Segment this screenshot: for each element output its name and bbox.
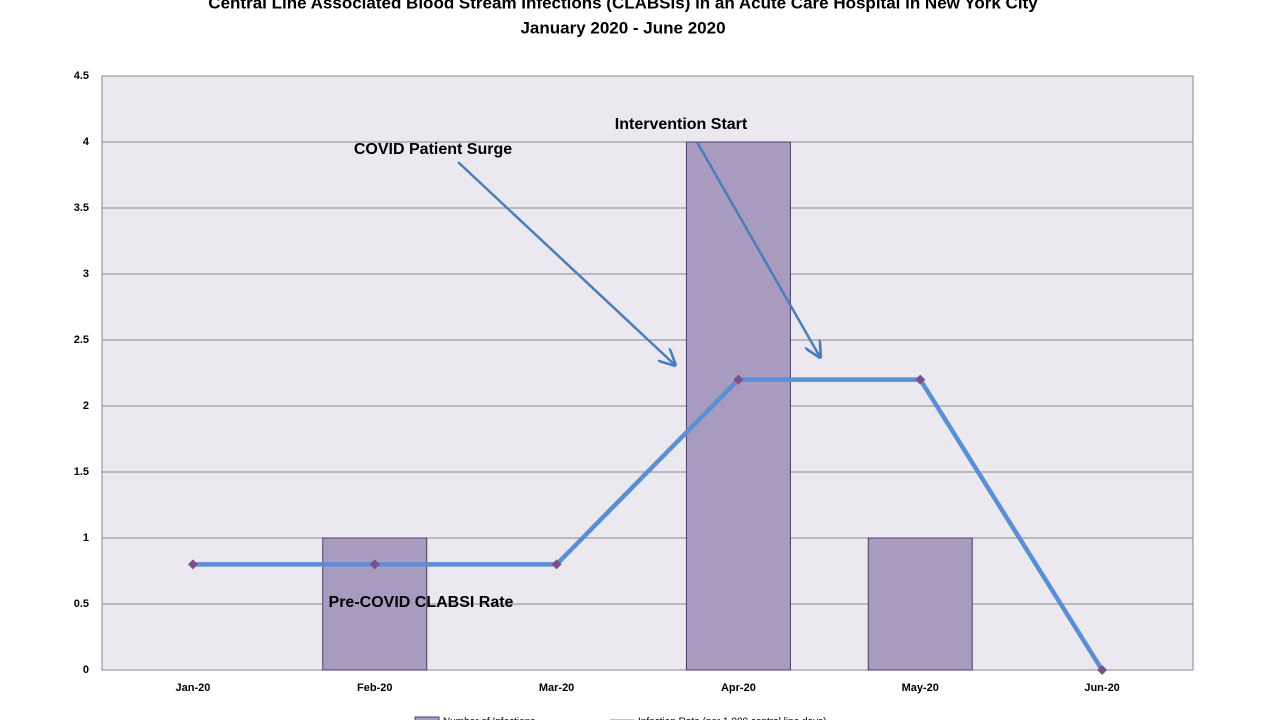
annotation: COVID Patient Surge — [354, 141, 512, 158]
marker — [733, 374, 744, 385]
marker — [187, 559, 198, 570]
y-tick-label: 3 — [83, 268, 89, 280]
x-tick-label: Feb-20 — [357, 682, 392, 694]
y-tick-label: 3.5 — [74, 202, 89, 214]
marker — [369, 559, 380, 570]
legend-label: Number of Infections — [443, 717, 535, 720]
plot-area — [101, 75, 1194, 671]
y-tick-label: 0 — [83, 664, 89, 676]
bar — [685, 141, 791, 671]
chart-subtitle: January 2020 - June 2020 — [520, 18, 725, 37]
y-tick-label: 2.5 — [74, 334, 89, 346]
y-tick-label: 4.5 — [74, 70, 89, 82]
x-tick-label: Mar-20 — [539, 682, 574, 694]
marker — [551, 559, 562, 570]
x-tick-label: Jan-20 — [175, 682, 210, 694]
x-tick-label: May-20 — [902, 682, 939, 694]
legend-swatch — [414, 716, 440, 720]
line — [192, 377, 1104, 672]
marker — [915, 374, 926, 385]
y-tick-label: 0.5 — [74, 598, 89, 610]
y-tick-label: 2 — [83, 400, 89, 412]
annotation-arrow — [457, 161, 675, 365]
y-tick-label: 4 — [83, 136, 90, 148]
x-tick-label: Jun-20 — [1084, 682, 1119, 694]
bar — [867, 537, 973, 671]
annotation: Intervention Start — [615, 116, 748, 133]
x-tick-label: Apr-20 — [721, 682, 756, 694]
y-tick-label: 1 — [83, 532, 89, 544]
annotation-arrow — [695, 141, 820, 357]
chart-title: Central Line Associated Blood Stream Inf… — [208, 0, 1038, 12]
marker — [1097, 665, 1108, 675]
annotation: Pre-COVID CLABSI Rate — [329, 594, 514, 611]
legend-label: Infection Rate (per 1,000 central line d… — [638, 717, 826, 720]
y-tick-label: 1.5 — [74, 466, 89, 478]
